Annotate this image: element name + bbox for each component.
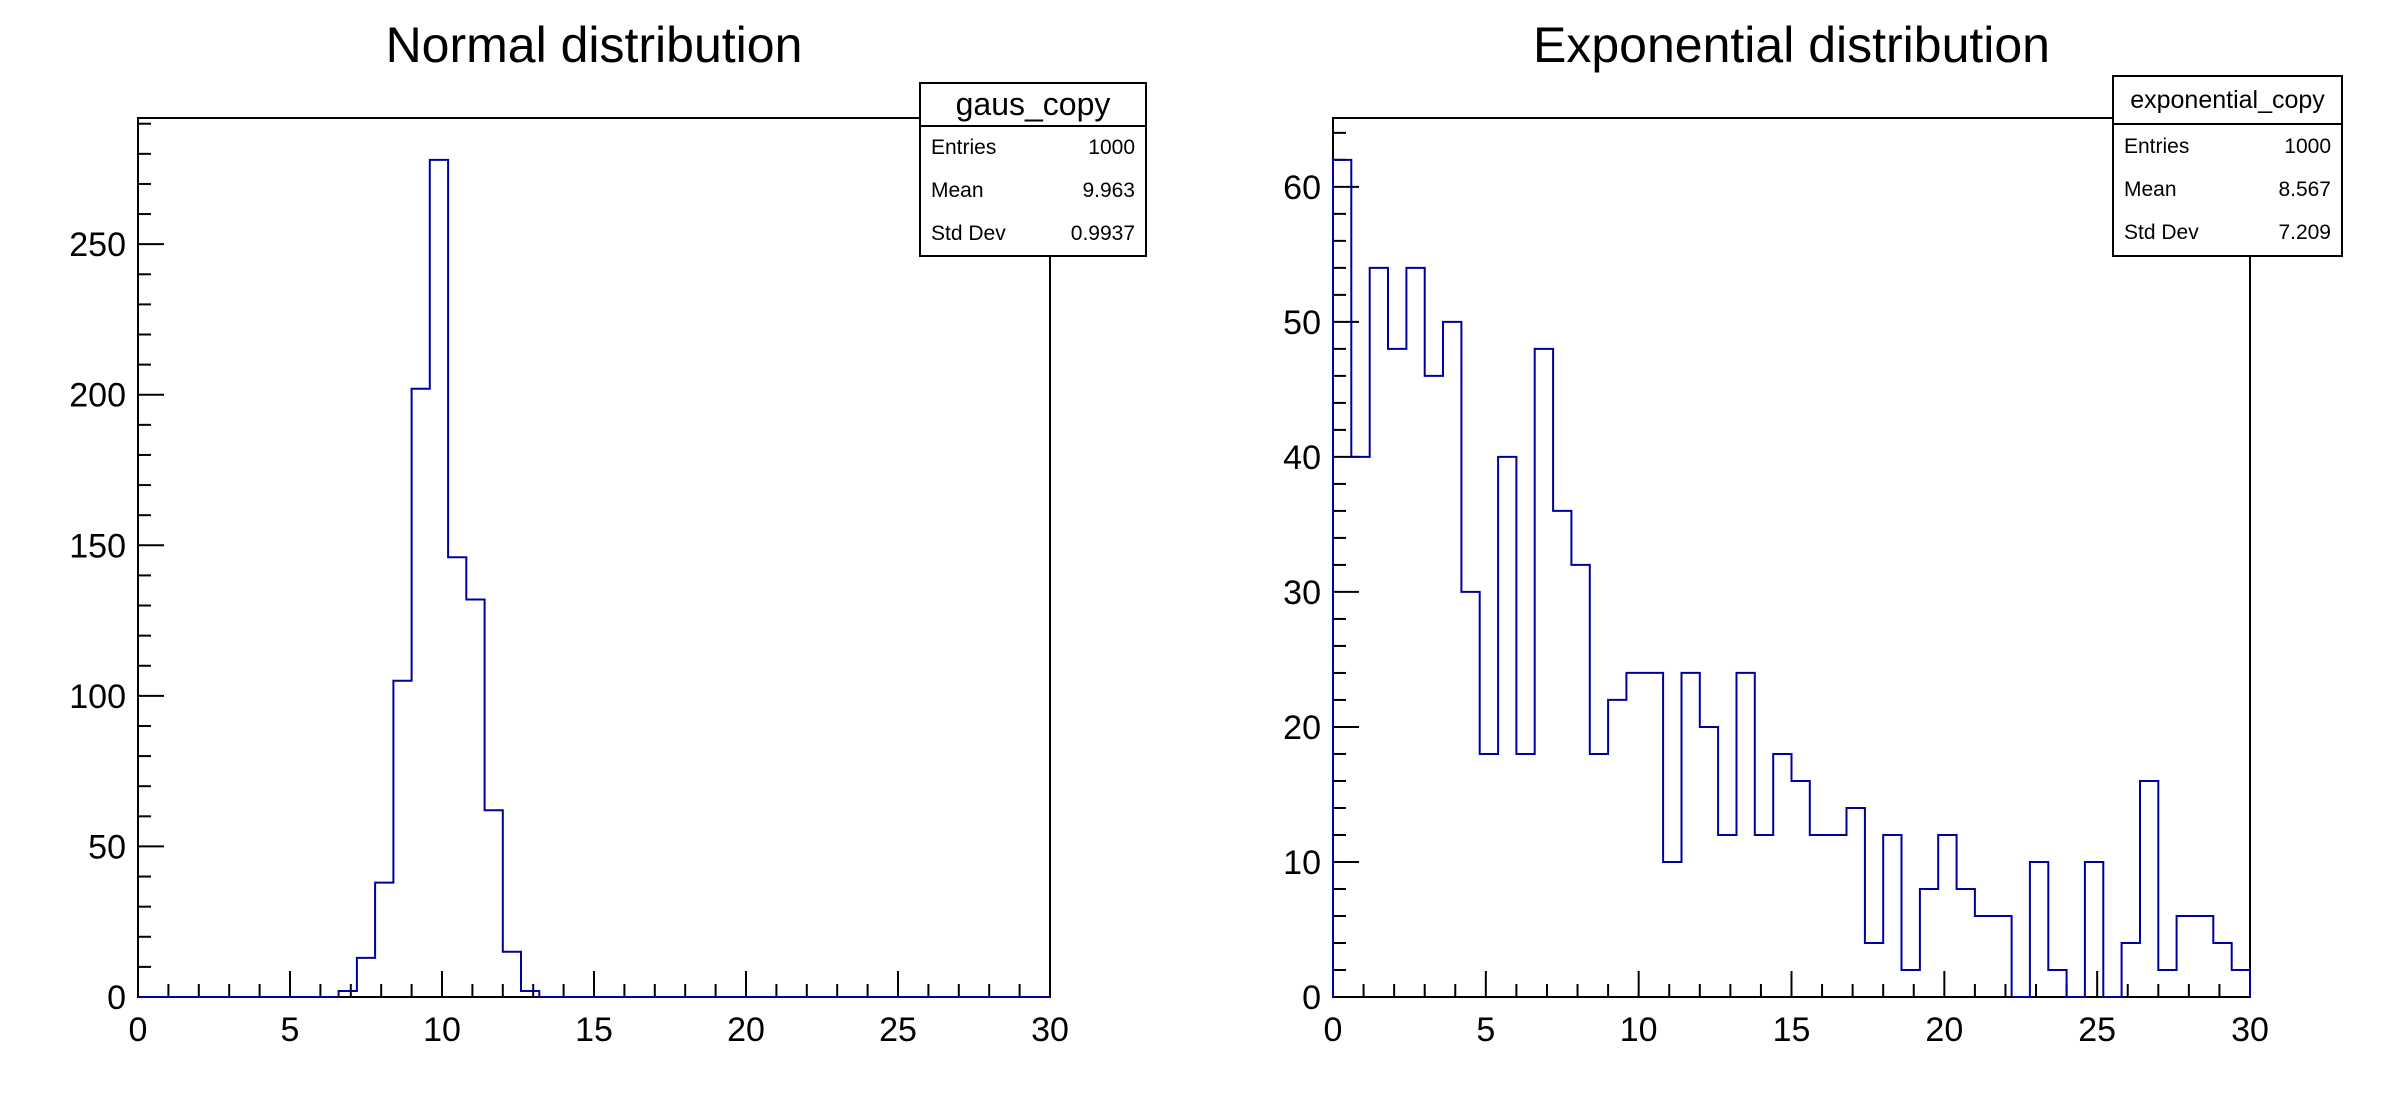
y-tick-label: 150 bbox=[69, 527, 126, 565]
y-tick-label: 0 bbox=[107, 979, 126, 1017]
plot-frame-group: 0 5 10 15 20 25 30 0 10 20 30 40 50 60 bbox=[1283, 117, 2269, 1049]
stats-box-exponential: exponential_copy Entries 1000 Mean 8.567 Std… bbox=[2112, 75, 2343, 257]
x-tick-label: 10 bbox=[423, 1011, 461, 1049]
stat-label: Mean bbox=[2124, 177, 2177, 201]
stat-label: Entries bbox=[931, 136, 997, 160]
x-tick-label: 30 bbox=[2231, 1011, 2269, 1049]
stat-value: 9.963 bbox=[1082, 179, 1135, 202]
y-tick-label: 60 bbox=[1283, 169, 1321, 207]
x-tick-label: 0 bbox=[1324, 1011, 1343, 1049]
stats-rows: Entries 1000 Mean 9.963 Std Dev 0.9937 bbox=[921, 127, 1145, 255]
stat-row: Std Dev 0.9937 bbox=[921, 212, 1145, 255]
y-tick-label: 30 bbox=[1283, 574, 1321, 612]
stat-value: 7.209 bbox=[2278, 221, 2331, 245]
y-tick-label: 20 bbox=[1283, 709, 1321, 747]
stat-value: 8.567 bbox=[2278, 177, 2331, 201]
stats-box-title: exponential_copy bbox=[2114, 77, 2341, 125]
y-tick-label: 50 bbox=[88, 828, 126, 866]
stat-row: Mean 9.963 bbox=[921, 170, 1145, 213]
histogram-line bbox=[1332, 158, 2251, 998]
y-tick-label: 250 bbox=[69, 226, 126, 264]
stat-row: Std Dev 7.209 bbox=[2114, 212, 2341, 255]
y-tick-label: 200 bbox=[69, 377, 126, 415]
stat-label: Std Dev bbox=[931, 221, 1006, 245]
x-tick-label: 30 bbox=[1031, 1011, 1069, 1049]
x-tick-label: 25 bbox=[879, 1011, 917, 1049]
plot-frame bbox=[137, 117, 1051, 998]
y-tick-label: 10 bbox=[1283, 844, 1321, 882]
x-tick-label: 25 bbox=[2078, 1011, 2116, 1049]
y-tick-label: 0 bbox=[1302, 979, 1321, 1017]
x-tick-label: 15 bbox=[1773, 1011, 1811, 1049]
y-tick-label: 40 bbox=[1283, 439, 1321, 477]
stats-box-gaus: gaus_copy Entries 1000 Mean 9.963 Std Dev 0.9… bbox=[919, 82, 1147, 257]
x-tick-label: 10 bbox=[1620, 1011, 1658, 1049]
stat-row: Mean 8.567 bbox=[2114, 168, 2341, 211]
stat-label: Std Dev bbox=[2124, 221, 2199, 245]
stat-value: 0.9937 bbox=[1070, 221, 1135, 245]
stat-value: 1000 bbox=[2284, 134, 2331, 158]
x-tick-label: 0 bbox=[129, 1011, 148, 1049]
stat-row: Entries 1000 bbox=[921, 127, 1145, 170]
histogram-line bbox=[138, 158, 1050, 998]
x-tick-label: 20 bbox=[1925, 1011, 1963, 1049]
stats-rows: Entries 1000 Mean 8.567 Std Dev 7.209 bbox=[2114, 125, 2341, 255]
x-tick-label: 5 bbox=[281, 1011, 300, 1049]
stats-box-title: gaus_copy bbox=[921, 84, 1145, 127]
stat-label: Mean bbox=[931, 179, 984, 202]
y-tick-label: 50 bbox=[1283, 304, 1321, 342]
stat-label: Entries bbox=[2124, 134, 2190, 158]
plot-title-normal: Normal distribution bbox=[385, 17, 803, 73]
plot-title-exponential: Exponential distribution bbox=[1533, 17, 2050, 73]
y-tick-label: 100 bbox=[69, 678, 126, 716]
stat-value: 1000 bbox=[1088, 136, 1135, 160]
x-tick-label: 15 bbox=[575, 1011, 613, 1049]
x-tick-label: 20 bbox=[727, 1011, 765, 1049]
x-tick-label: 5 bbox=[1476, 1011, 1495, 1049]
plot-frame-group: 0 5 10 15 20 25 30 0 50 100 150 200 250 bbox=[69, 117, 1069, 1049]
stat-row: Entries 1000 bbox=[2114, 125, 2341, 168]
